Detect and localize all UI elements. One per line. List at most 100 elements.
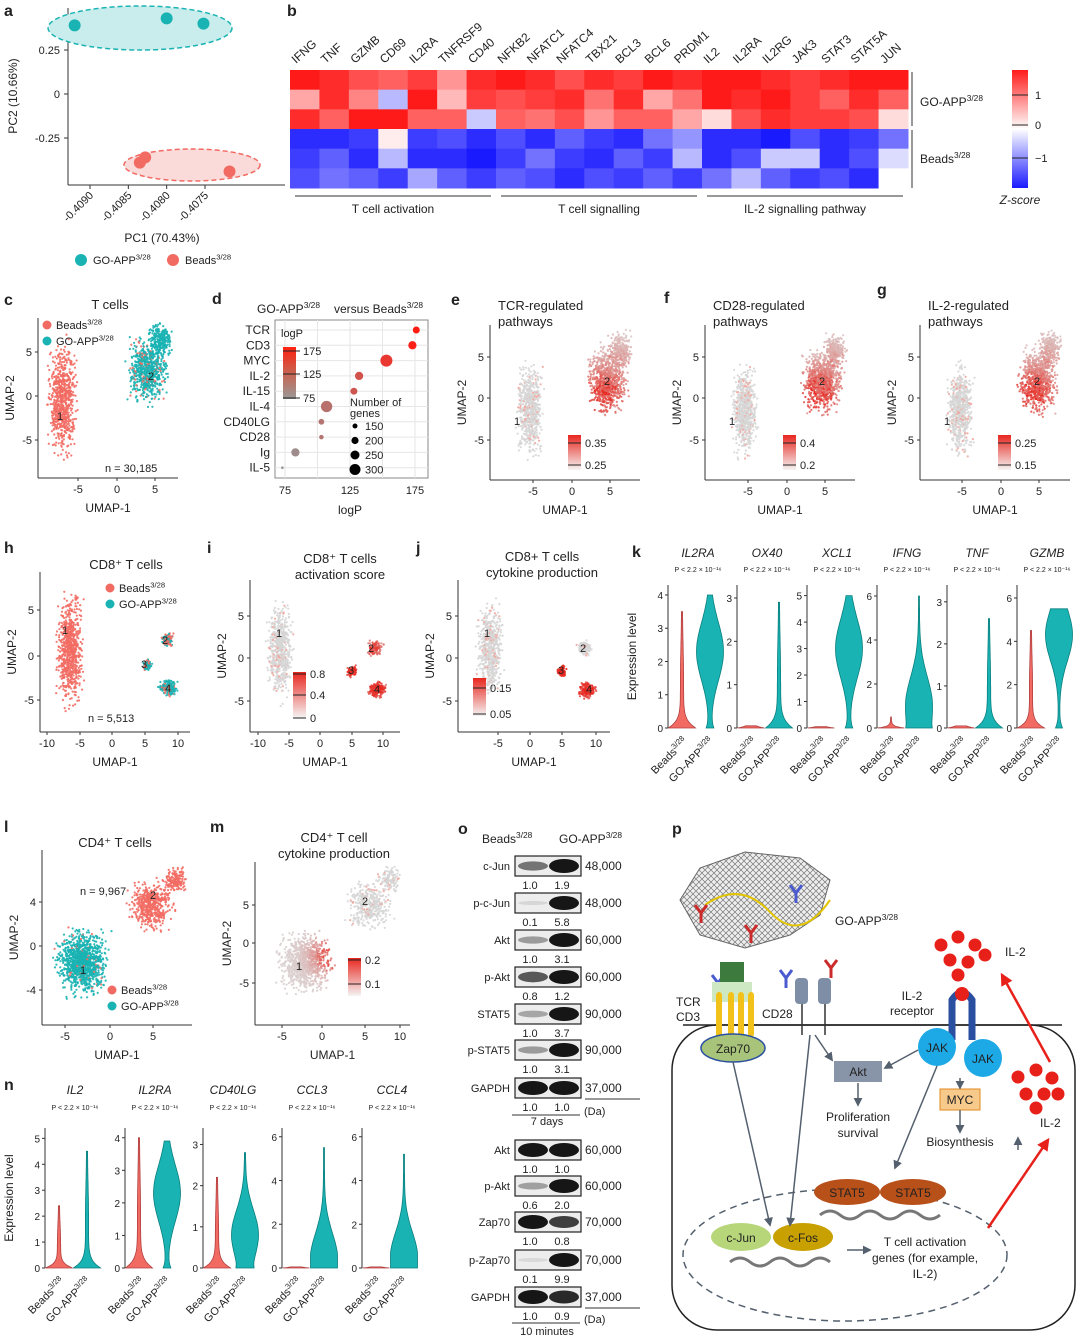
cell-point [53,418,56,421]
cell-point [54,444,57,447]
cell-point [620,376,623,379]
cell-point [801,392,805,395]
cell-point [834,377,837,380]
dot [412,326,420,334]
cell-point [588,381,591,384]
cell-point [54,375,57,378]
cell-point [805,368,808,371]
cell-point [607,395,610,398]
cell-point [737,391,740,394]
cell-point [732,437,735,440]
cell-point [735,436,738,439]
go-app-ellipse [47,5,233,51]
cell-point [742,404,745,407]
cell-point [750,374,754,377]
cell-point [630,353,633,356]
gene-label: IL2RA [730,34,764,67]
cell-point [135,384,138,387]
cell-point [139,337,142,340]
heatmap-cell [849,109,880,130]
cell-point [824,410,827,414]
cell-point [157,328,160,331]
category-label: MYC [243,354,270,368]
cell-point [747,440,751,443]
heatmap-cell [525,89,556,110]
cell-point [72,363,75,366]
cell-point [615,373,618,376]
cell-point [539,445,542,448]
cell-point [799,381,803,385]
category-label: TCR [245,323,270,337]
cell-point [74,373,77,376]
cell-point [528,442,531,445]
cell-point [150,384,153,387]
heatmap-cell [731,168,762,189]
heatmap-cell [613,109,644,130]
cell-point [161,331,164,334]
cell-point [55,349,58,352]
cell-point [738,410,741,413]
cell-point [535,447,538,450]
cell-point [522,366,525,369]
cell-point [75,400,78,403]
cell-point [742,420,746,423]
heatmap-cell [819,89,850,110]
cell-point [51,443,55,447]
cell-point [594,381,598,385]
cell-point [732,393,735,396]
cell-point [522,386,526,390]
cell-point [622,371,625,374]
cell-point [810,363,813,366]
cell-point [742,412,745,415]
cell-point [629,346,633,349]
x-tick-label: 0 [569,486,575,498]
panel-letter: d [212,291,222,308]
cell-point [147,364,151,367]
heatmap-cell [731,70,762,91]
cell-point [528,446,532,449]
cell-point [534,378,537,381]
heatmap-cell [348,89,379,110]
cell-point [525,427,528,430]
heatmap-cell [437,168,468,189]
gene-label: IL2RG [759,33,794,67]
cell-point [55,427,58,430]
cell-point [746,407,749,410]
cell-point [534,383,537,386]
cell-point [735,405,738,408]
cell-point [600,362,603,366]
cell-point [621,355,625,358]
cell-point [746,438,750,441]
cell-point [539,395,542,398]
cell-point [614,410,617,413]
cell-point [148,401,151,404]
cell-point [64,426,67,430]
data-point [223,165,236,178]
heatmap-cell [672,70,703,91]
cell-point [63,423,66,426]
panel-title: TCR-regulated [498,298,583,313]
cell-point [140,345,143,348]
cell-point [132,371,135,374]
cell-point [142,394,145,397]
cell-point [740,444,744,447]
cell-point [517,449,521,452]
cell-point [529,440,532,443]
size-legend-dot [349,464,361,475]
cell-point [626,346,629,349]
cell-point [736,456,739,459]
cell-point [144,367,147,370]
cell-point [534,454,537,457]
heatmap-cell [554,70,585,91]
cell-point [136,380,139,383]
cell-point [621,341,624,344]
cell-point [53,405,56,408]
cell-point [67,375,70,378]
cell-point [144,356,147,359]
cell-point [526,399,529,402]
cell-point [596,385,599,388]
cell-point [527,434,530,437]
cell-point [519,441,522,444]
cell-point [620,338,623,341]
cell-point [56,403,59,406]
